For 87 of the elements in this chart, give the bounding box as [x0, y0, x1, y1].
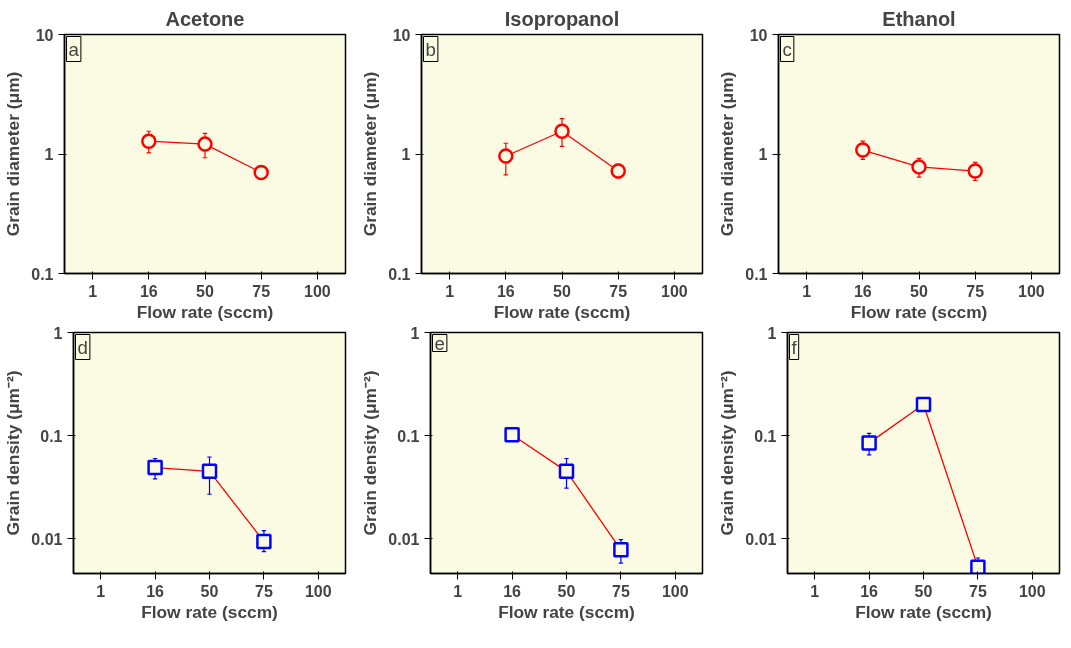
x-tick-label: 75	[969, 582, 987, 600]
x-tick-label: 75	[609, 282, 628, 300]
x-tick-label: 100	[1018, 582, 1046, 600]
point	[970, 559, 986, 574]
x-axis-title: Flow rate (sccm)	[850, 301, 988, 322]
y-tick-label: 10	[35, 26, 54, 44]
x-tick-label: 1	[802, 282, 812, 300]
y-tick-label: 0.01	[31, 530, 63, 548]
y-tick-label: 0.1	[397, 427, 420, 445]
y-axis-title: Grain diameter (μm)	[3, 71, 24, 237]
x-tick-label: 100	[304, 282, 331, 300]
point	[498, 148, 514, 164]
annotation: b	[425, 38, 436, 60]
point	[861, 435, 877, 451]
annotation: e	[434, 332, 445, 354]
x-tick-label: 75	[612, 582, 630, 600]
x-tick-label: 16	[139, 282, 158, 300]
point	[915, 396, 932, 413]
chart-title: Isopropanol	[504, 7, 620, 30]
x-tick-label: 16	[146, 582, 165, 600]
y-tick-label: 1	[758, 146, 768, 163]
y-tick-label: 0.1	[745, 265, 768, 283]
point	[256, 533, 272, 550]
x-tick-label: 16	[503, 582, 522, 600]
y-tick-label: 1	[53, 324, 63, 342]
x-tick-label: 75	[966, 282, 985, 300]
point	[201, 463, 218, 480]
point	[554, 123, 570, 139]
point	[967, 163, 983, 179]
chart-title: Acetone	[165, 7, 245, 30]
x-tick-label: 1	[810, 582, 820, 600]
point	[911, 159, 927, 175]
y-tick-label: 10	[392, 26, 411, 44]
y-tick-label: 10	[749, 26, 768, 44]
point	[197, 136, 213, 152]
annotation: d	[77, 336, 88, 358]
y-axis-title: Grain density (μm⁻²)	[360, 370, 381, 536]
y-axis-title: Grain density (μm⁻²)	[3, 370, 24, 536]
point	[253, 164, 269, 181]
x-axis-title: Flow rate (sccm)	[136, 301, 274, 322]
point	[504, 426, 520, 443]
x-tick-label: 100	[661, 582, 689, 600]
x-tick-label: 75	[255, 582, 273, 600]
annotation: f	[791, 336, 798, 358]
y-tick-label: 0.1	[40, 427, 63, 445]
x-tick-label: 50	[910, 282, 928, 300]
point	[855, 142, 871, 158]
point	[558, 463, 575, 480]
x-axis-title: Flow rate (sccm)	[498, 601, 635, 622]
annotation: c	[782, 38, 792, 60]
point	[613, 542, 629, 558]
y-tick-label: 1	[401, 146, 411, 163]
y-tick-label: 1	[410, 324, 420, 342]
y-tick-label: 0.1	[754, 427, 777, 445]
y-tick-label: 1	[44, 146, 54, 163]
x-tick-label: 50	[200, 582, 219, 600]
x-axis-title: Flow rate (sccm)	[855, 601, 992, 622]
x-tick-label: 100	[304, 582, 332, 600]
point	[141, 133, 157, 149]
y-tick-label: 0.1	[31, 265, 54, 283]
x-tick-label: 16	[860, 582, 879, 600]
x-axis-title: Flow rate (sccm)	[141, 601, 278, 622]
chart-title: Ethanol	[882, 7, 956, 30]
y-tick-label: 1	[767, 324, 777, 342]
point	[610, 163, 626, 179]
x-tick-label: 50	[196, 282, 214, 300]
y-axis-title: Grain density (μm⁻²)	[717, 370, 738, 536]
x-tick-label: 100	[1018, 282, 1045, 300]
y-tick-label: 0.01	[745, 530, 777, 548]
x-tick-label: 16	[496, 282, 515, 300]
x-tick-label: 16	[853, 282, 872, 300]
x-tick-label: 50	[557, 582, 576, 600]
x-tick-label: 1	[96, 582, 106, 600]
x-tick-label: 100	[661, 282, 688, 300]
y-tick-label: 0.1	[388, 265, 411, 283]
x-axis-title: Flow rate (sccm)	[493, 301, 631, 322]
annotation: a	[68, 38, 80, 60]
y-axis-title: Grain diameter (μm)	[717, 71, 738, 237]
x-tick-label: 50	[553, 282, 571, 300]
y-axis-title: Grain diameter (μm)	[360, 71, 381, 237]
x-tick-label: 1	[445, 282, 455, 300]
y-tick-label: 0.01	[388, 530, 420, 548]
x-tick-label: 75	[252, 282, 271, 300]
x-tick-label: 1	[453, 582, 463, 600]
x-tick-label: 1	[88, 282, 98, 300]
point	[147, 459, 163, 476]
x-tick-label: 50	[914, 582, 933, 600]
